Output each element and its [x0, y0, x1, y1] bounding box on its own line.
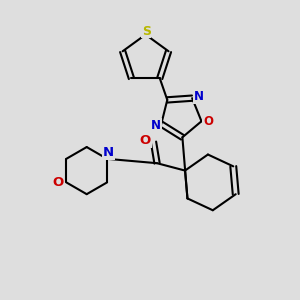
Text: O: O — [203, 115, 213, 128]
Text: N: N — [103, 146, 114, 159]
Text: N: N — [194, 90, 204, 103]
Text: O: O — [140, 134, 151, 147]
Text: S: S — [142, 25, 151, 38]
Text: O: O — [52, 176, 64, 189]
Text: N: N — [151, 119, 161, 132]
